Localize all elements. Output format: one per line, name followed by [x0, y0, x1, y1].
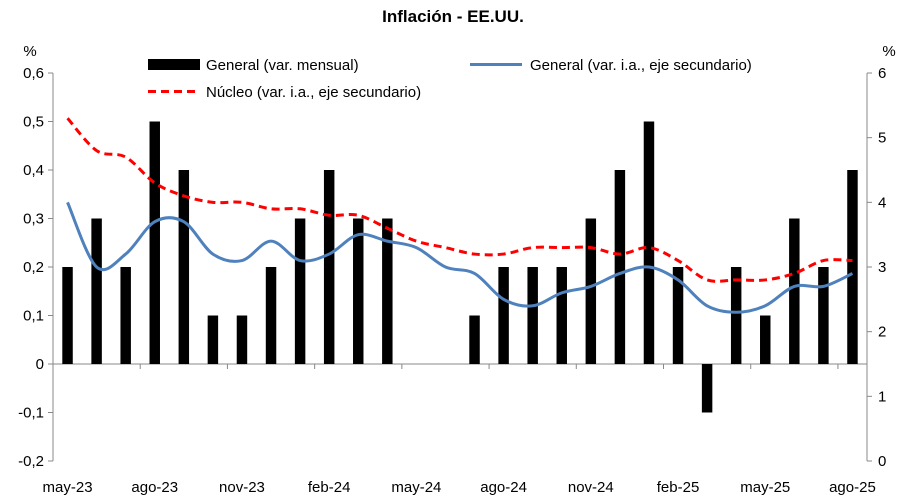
bar-dic-23 — [265, 267, 277, 364]
y-right-tick-label: 2 — [878, 324, 886, 341]
bar-feb-24 — [323, 170, 335, 364]
x-tick-label: nov-23 — [219, 479, 265, 496]
y-left-unit: % — [23, 43, 36, 60]
y-right-tick-label: 3 — [878, 259, 886, 276]
axes — [48, 72, 872, 462]
legend-label-core-yoy: Núcleo (var. i.a., eje secundario) — [206, 84, 421, 101]
y-left-tick-label: 0,3 — [23, 211, 44, 228]
bar-nov-23 — [236, 315, 248, 364]
legend: General (var. mensual) General (var. i.a… — [148, 57, 752, 101]
bar-sep-23 — [178, 170, 190, 364]
y-left-tick-label: 0 — [36, 356, 44, 373]
bar-oct-23 — [207, 315, 219, 364]
line-core-yoy — [66, 117, 853, 283]
bar-may-25 — [760, 315, 771, 364]
y-right-tick-label: 1 — [878, 388, 886, 405]
x-tick-label: ago-24 — [480, 479, 527, 496]
y-left-tick-label: 0,6 — [23, 65, 44, 82]
x-tick-label: may-24 — [391, 479, 441, 496]
x-tick-label: feb-25 — [657, 479, 700, 496]
x-tick-label: may-25 — [740, 479, 790, 496]
legend-swatch-general-monthly — [148, 59, 200, 70]
x-tick-label: nov-24 — [568, 479, 614, 496]
y-left-tick-label: -0,2 — [18, 453, 44, 470]
y-right-tick-label: 6 — [878, 65, 886, 82]
bar-oct-24 — [556, 267, 567, 364]
bar-ago-25 — [847, 170, 858, 364]
bar-ago-23 — [149, 121, 160, 364]
bar-may-23 — [62, 267, 73, 364]
bar-jun-25 — [789, 218, 800, 364]
y-left-tick-label: 0,2 — [23, 259, 44, 276]
bar-jun-23 — [91, 218, 102, 364]
y-right-tick-label: 4 — [878, 194, 886, 211]
bar-feb-25 — [672, 267, 684, 364]
y-left-tick-label: 0,5 — [23, 114, 44, 131]
x-tick-label: feb-24 — [308, 479, 351, 496]
y-right-unit: % — [882, 43, 895, 60]
bar-abr-25 — [730, 267, 742, 364]
y-left-tick-label: -0,1 — [18, 405, 44, 422]
bar-jul-23 — [120, 267, 131, 364]
tick-labels: -0,2 -0,1 0 0,1 0,2 0,3 0,4 0,5 0,6 0 1 2 3 4 5 6 may-23… — [18, 65, 886, 496]
bar-ene-25 — [643, 121, 655, 364]
y-left-tick-label: 0,1 — [23, 308, 44, 325]
x-tick-label: ago-25 — [829, 479, 876, 496]
bar-mar-25 — [701, 364, 713, 413]
bar-sep-24 — [527, 267, 538, 364]
line-series — [66, 117, 854, 314]
y-left-tick-label: 0,4 — [23, 162, 44, 179]
line-general-yoy — [66, 201, 854, 314]
x-tick-label: may-23 — [43, 479, 93, 496]
bar-ago-24 — [498, 267, 509, 364]
bar-mar-24 — [353, 218, 364, 364]
legend-label-general-monthly: General (var. mensual) — [206, 57, 359, 74]
bar-dic-24 — [614, 170, 626, 364]
chart-title: Inflación - EE.UU. — [382, 7, 524, 26]
bar-jul-24 — [469, 315, 480, 364]
y-right-tick-label: 0 — [878, 453, 886, 470]
bar-nov-24 — [585, 218, 597, 364]
bar-abr-24 — [382, 218, 393, 364]
x-tick-label: ago-23 — [131, 479, 178, 496]
bar-series — [62, 121, 858, 413]
y-right-tick-label: 5 — [878, 130, 886, 147]
bar-ene-24 — [294, 218, 306, 364]
legend-label-general-yoy: General (var. i.a., eje secundario) — [530, 57, 752, 74]
bar-jul-25 — [818, 267, 829, 364]
